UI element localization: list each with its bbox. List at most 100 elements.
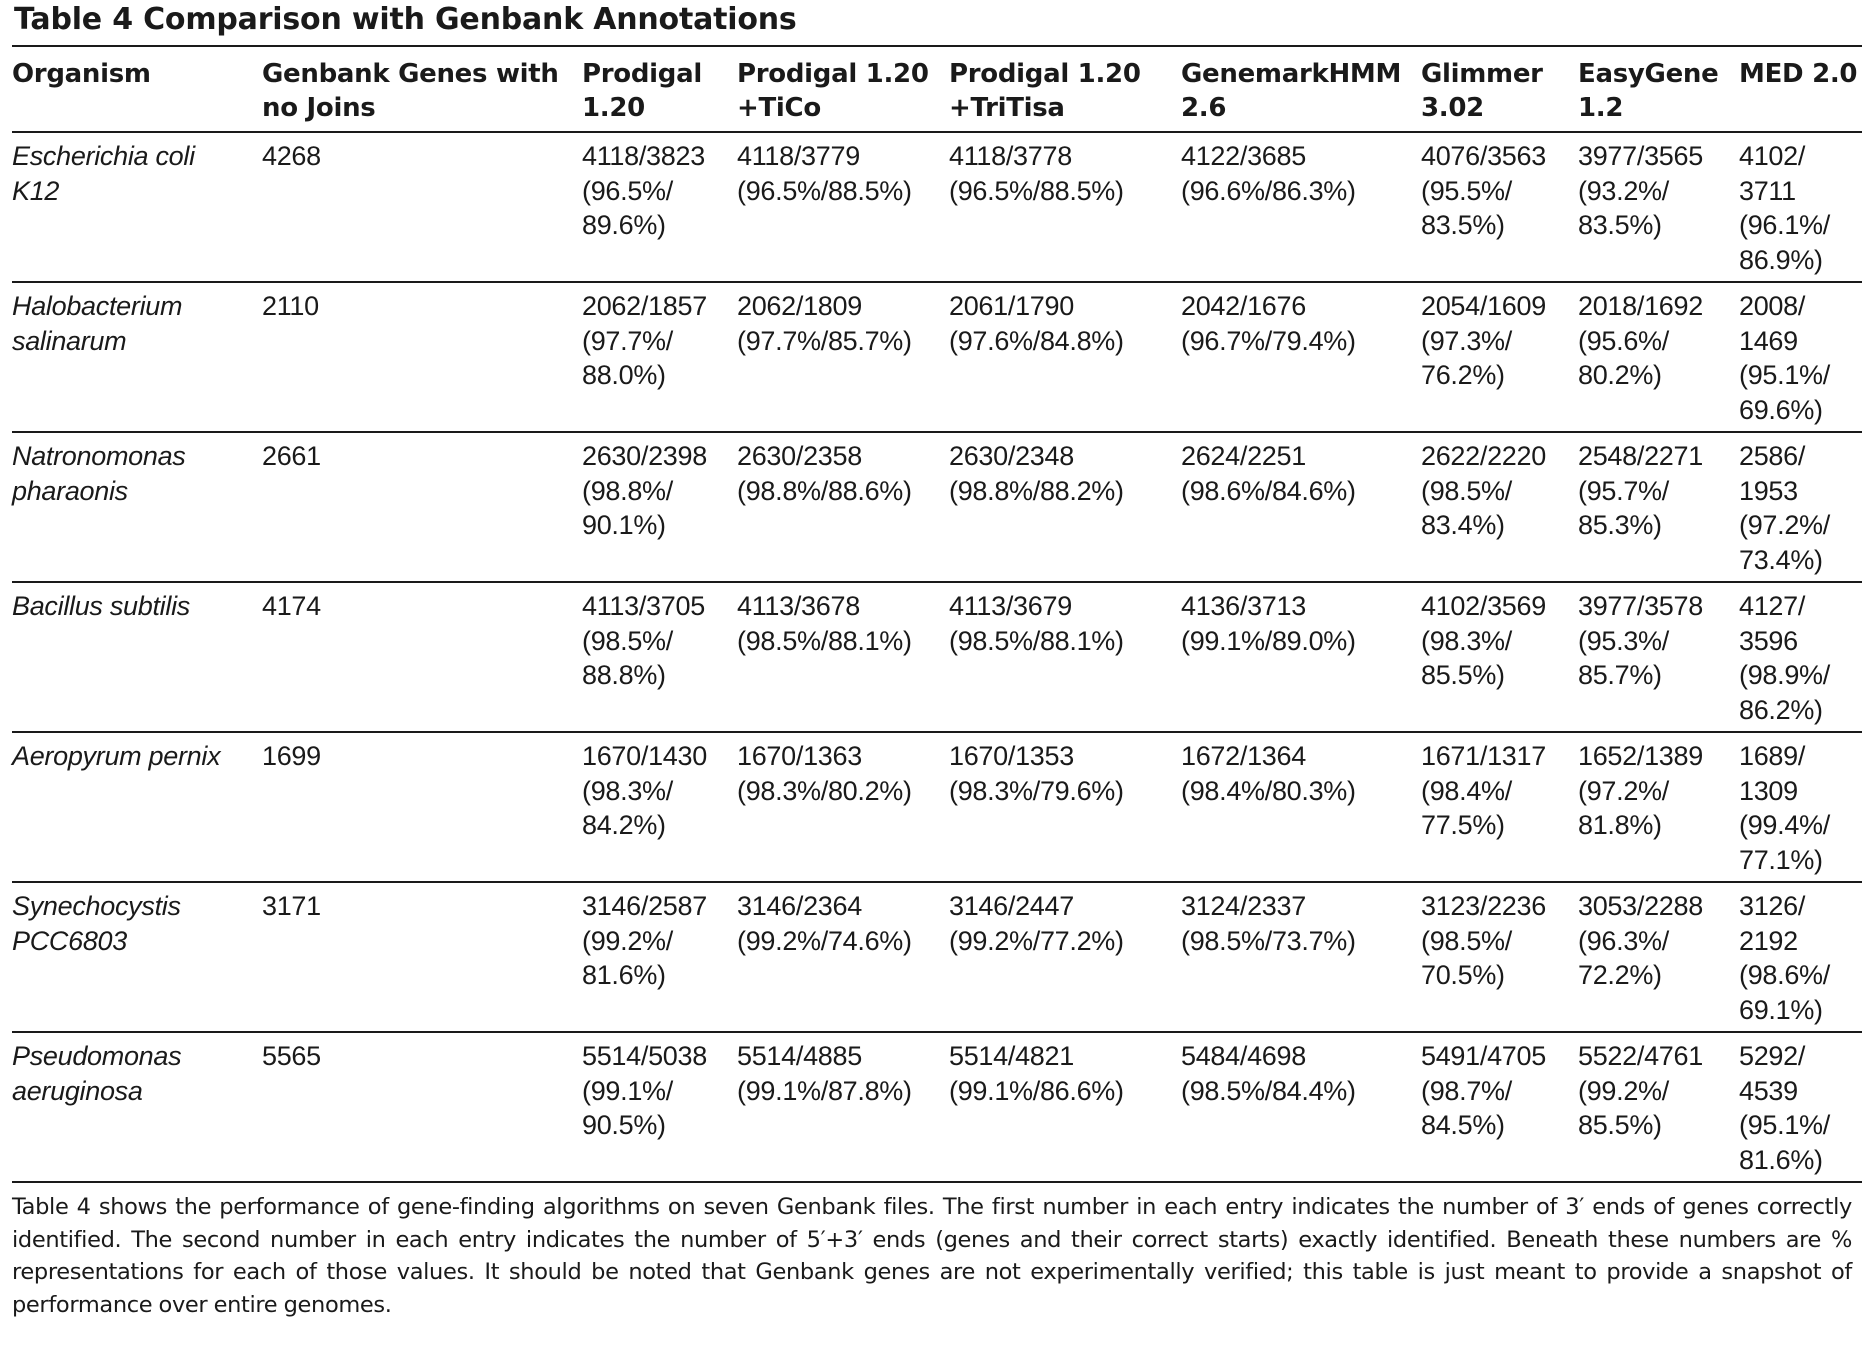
cell-line: (98.4%/80.3%) [1181,775,1356,806]
cell-line: 4113/3678 [737,591,860,621]
cell-line: 3146/2587 [582,891,707,921]
genbank-count-cell: 2110 [262,282,582,433]
cell-line: 1671/1317 [1421,741,1546,771]
result-cell: 2018/1692 (95.6%/ 80.2%) [1578,282,1739,433]
cell-line: 2008/ [1739,291,1806,321]
cell-line: (97.2%/ [1739,510,1830,540]
cell-line: 81.8%) [1578,810,1662,840]
organism-cell: Escherichia coli K12 [12,132,262,283]
table-row: Synechocystis PCC6803 3171 3146/2587 (99.2%/… [12,882,1862,1033]
cell-line: (99.1%/89.0%) [1181,625,1356,656]
result-cell: 5514/4821 (99.1%/86.6%) [949,1032,1181,1181]
cell-line: 85.7%) [1578,660,1662,690]
result-cell: 3124/2337 (98.5%/73.7%) [1181,882,1421,1033]
cell-line: (98.8%/88.2%) [949,475,1124,506]
cell-line: salinarum [12,325,127,356]
cell-line: Aeropyrum pernix [12,741,221,771]
cell-line: 77.1%) [1739,844,1823,875]
comparison-table: Organism Genbank Genes with no Joins Prodig… [12,47,1862,1181]
cell-line: 88.0%) [582,360,666,390]
cell-line: (98.3%/79.6%) [949,775,1124,806]
cell-line: 5484/4698 [1181,1041,1306,1071]
cell-line: 81.6%) [582,960,666,990]
cell-line: (93.2%/ [1578,175,1669,206]
organism-cell: Synechocystis PCC6803 [12,882,262,1033]
cell-line: (98.3%/80.2%) [737,775,912,806]
cell-line: 2062/1857 [582,291,707,321]
cell-line: (97.7%/ [582,325,673,356]
organism-cell: Natronomonas pharaonis [12,432,262,583]
cell-line: 3711 [1739,175,1796,206]
cell-line: 70.5%) [1421,960,1505,990]
cell-line: (98.5%/ [1421,475,1512,506]
cell-line: 4539 [1739,1075,1798,1106]
cell-line: (98.8%/88.6%) [737,475,912,506]
cell-line: (97.7%/85.7%) [737,325,912,356]
cell-line: pharaonis [12,475,128,506]
cell-line: Genbank Genes with [262,59,559,89]
cell-line: 88.8%) [582,660,666,690]
result-cell: 4118/3823 (96.5%/ 89.6%) [582,132,737,283]
result-cell: 4113/3678 (98.5%/88.1%) [737,582,949,733]
cell-line: 1.20 [582,93,645,123]
cell-line: (99.2%/ [582,925,673,956]
column-header: GenemarkHMM 2.6 [1181,47,1421,133]
table-row: Halobacterium salinarum 2110 2062/1857 (97.7… [12,282,1862,433]
result-cell: 5514/4885 (99.1%/87.8%) [737,1032,949,1181]
cell-line: 2.6 [1181,93,1227,123]
cell-line: 2061/1790 [949,291,1074,321]
table-row: Aeropyrum pernix 1699 1670/1430 (98.3%/ 84.2… [12,732,1862,883]
cell-line: 2630/2358 [737,441,862,471]
cell-line: 3146/2364 [737,891,862,921]
cell-line: (98.3%/ [582,775,673,806]
column-header: Organism [12,47,262,133]
cell-line: 3053/2288 [1578,891,1703,921]
cell-line: K12 [12,175,60,206]
cell-line: 85.5%) [1578,1110,1662,1140]
cell-line: 4118/3778 [949,141,1072,171]
cell-line: 4102/ [1739,141,1806,171]
cell-line: (97.3%/ [1421,325,1512,356]
result-cell: 3146/2447 (99.2%/77.2%) [949,882,1181,1033]
result-cell: 2054/1609 (97.3%/ 76.2%) [1421,282,1578,433]
organism-cell: Pseudomonas aeruginosa [12,1032,262,1181]
cell-line: 2062/1809 [737,291,862,321]
cell-line: 2548/2271 [1578,441,1703,471]
cell-line: 5522/4761 [1578,1041,1703,1071]
cell-line: aeruginosa [12,1075,143,1106]
cell-line: 85.5%) [1421,660,1505,690]
genbank-count-cell: 3171 [262,882,582,1033]
cell-line: (99.2%/74.6%) [737,925,912,956]
table-row: Bacillus subtilis 4174 4113/3705 (98.5%/88.… [12,582,1862,733]
result-cell: 2630/2348 (98.8%/88.2%) [949,432,1181,583]
result-cell: 4102/3569 (98.3%/ 85.5%) [1421,582,1578,733]
cell-line: 73.4%) [1739,544,1823,575]
result-cell: 4136/3713 (99.1%/89.0%) [1181,582,1421,733]
result-cell: 4118/3778 (96.5%/88.5%) [949,132,1181,283]
result-cell: 1652/1389 (97.2%/ 81.8%) [1578,732,1739,883]
cell-line: 3124/2337 [1181,891,1306,921]
cell-line: EasyGene [1578,59,1719,89]
cell-line: 3977/3565 [1578,141,1703,171]
cell-line: 1309 [1739,775,1798,806]
column-header: EasyGene 1.2 [1578,47,1739,133]
result-cell: 2622/2220 (98.5%/ 83.4%) [1421,432,1578,583]
cell-line: (96.5%/ [582,175,673,206]
cell-line: (98.5%/73.7%) [1181,925,1356,956]
organism-cell: Bacillus subtilis [12,582,262,733]
cell-line: Prodigal 1.20 [737,59,929,89]
cell-line: (98.4%/ [1421,775,1512,806]
cell-line: (98.5%/ [582,625,673,656]
cell-line: 4102/3569 [1421,591,1546,621]
cell-line: Glimmer [1421,59,1543,89]
cell-line: 2192 [1739,925,1798,956]
cell-line: (95.1%/ [1739,360,1830,390]
cell-line: 1670/1430 [582,741,707,771]
cell-line: (95.6%/ [1578,325,1669,356]
result-cell: 1670/1353 (98.3%/79.6%) [949,732,1181,883]
genbank-count-cell: 4268 [262,132,582,283]
column-header: Prodigal 1.20 [582,47,737,133]
result-cell: 5484/4698 (98.5%/84.4%) [1181,1032,1421,1181]
result-cell: 2548/2271 (95.7%/ 85.3%) [1578,432,1739,583]
table-row: Escherichia coli K12 4268 4118/3823 (96.5%/8… [12,132,1862,283]
